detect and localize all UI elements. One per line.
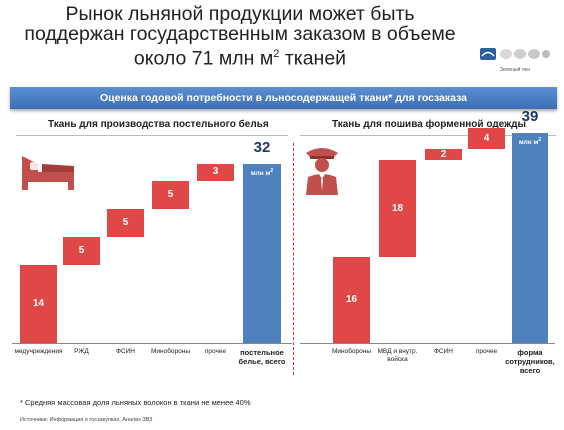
bar-value-label: 16 — [345, 293, 358, 305]
category-label: прочее — [475, 348, 498, 355]
panel-rule-left — [16, 135, 288, 136]
waterfall-bar — [107, 208, 144, 237]
category-label: постельное белье, всего — [238, 348, 286, 366]
category-label: Минобороны — [150, 348, 191, 355]
panel-divider — [293, 143, 294, 375]
waterfall-bar — [20, 264, 57, 343]
waterfall-bar — [197, 163, 234, 181]
total-bar — [512, 133, 548, 343]
bar-value-label: 5 — [78, 244, 85, 256]
waterfall-bar — [63, 236, 100, 265]
bar-value-label: 18 — [391, 202, 404, 214]
bar-value-label: 4 — [483, 132, 490, 144]
baseline-left — [12, 343, 292, 344]
chart-title-uniform: Ткань для пошива форменной одежды — [332, 119, 527, 130]
bar-value-label: 3 — [212, 166, 219, 178]
category-label: Минобороны — [331, 348, 372, 355]
waterfall-bar — [425, 149, 462, 161]
category-label: прочее — [204, 348, 227, 355]
source-note: Источники: Информация о госзакупках, Ана… — [20, 417, 153, 423]
category-label: медучреждения — [14, 348, 63, 355]
waterfall-bar — [468, 127, 505, 150]
waterfall-bar — [152, 180, 189, 209]
logo-icon — [480, 48, 550, 60]
total-bar — [243, 163, 281, 343]
panel-rule-right — [300, 135, 556, 136]
category-label: РЖД — [74, 348, 89, 355]
banner-heading: Оценка годовой потребности в льносодержа… — [10, 87, 557, 109]
category-label: МВД и внутр. войска — [377, 348, 418, 363]
unit-label: млн м2 — [250, 167, 274, 177]
baseline-right — [300, 343, 555, 344]
logo-caption: Зеленый лен — [499, 67, 531, 73]
chart-title-bedding: Ткань для производства постельного белья — [48, 119, 269, 130]
bed-icon — [22, 156, 74, 190]
page-title: Рынок льняной продукции может быть подде… — [24, 3, 456, 70]
total-value-label: 39 — [521, 108, 539, 126]
footnote: * Средняя массовая доля льняных волокон … — [20, 398, 251, 407]
bar-value-label: 14 — [32, 297, 45, 309]
total-value-label: 32 — [253, 138, 271, 156]
officer-icon — [306, 148, 338, 195]
bar-value-label: 2 — [440, 148, 447, 160]
category-label: ФСИН — [433, 348, 453, 355]
unit-label: млн м2 — [518, 137, 542, 147]
bar-value-label: 5 — [122, 216, 129, 228]
category-label: форма сотрудников, всего — [505, 348, 555, 375]
bar-value-label: 5 — [167, 188, 174, 200]
waterfall-bar — [379, 160, 416, 257]
waterfall-bar — [333, 256, 370, 343]
category-label: ФСИН — [115, 348, 135, 355]
